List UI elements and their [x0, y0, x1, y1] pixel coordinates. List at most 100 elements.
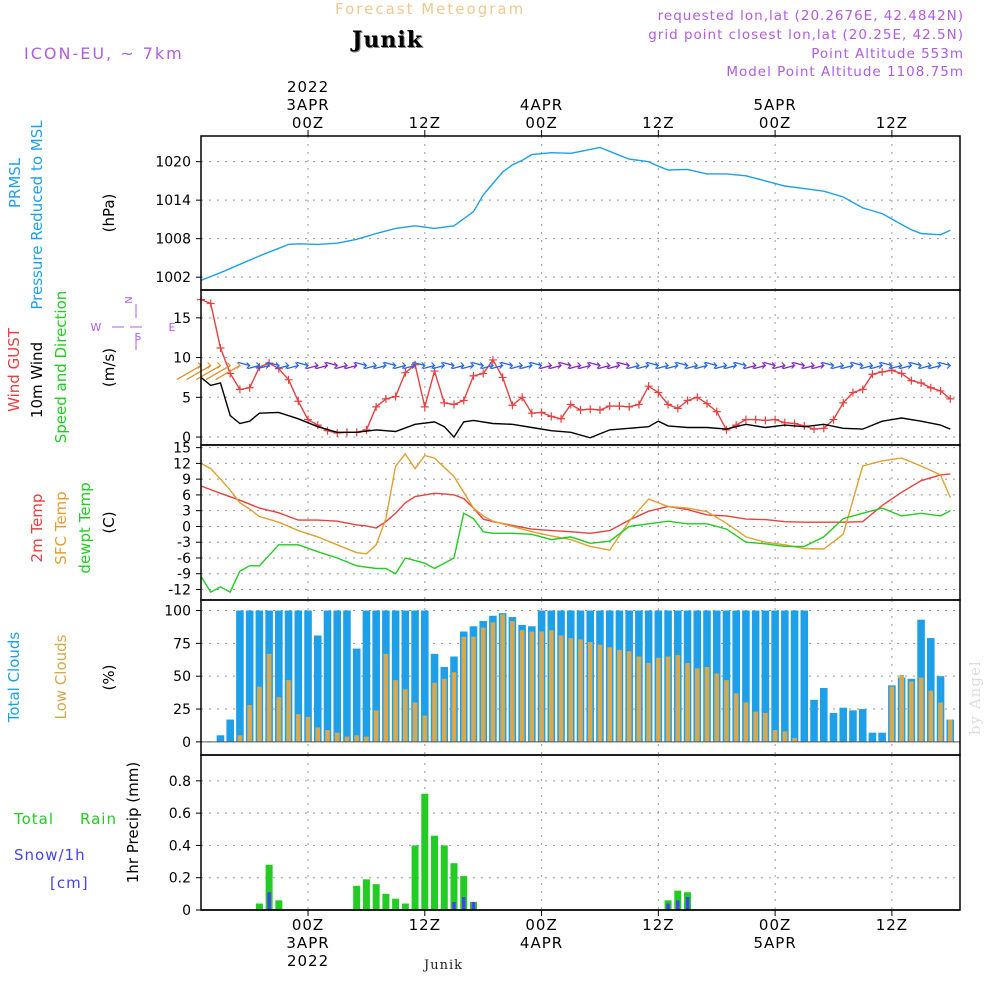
wind-barb — [559, 361, 571, 367]
wind-barb — [471, 361, 484, 367]
wind-barb-head — [479, 362, 485, 369]
low-cloud-bar — [354, 735, 359, 742]
low-cloud-bar — [947, 719, 953, 742]
wind-barb — [743, 364, 756, 370]
wind-barb — [267, 361, 280, 367]
rain-bar — [401, 903, 409, 910]
side-label: Wind GUST — [5, 327, 23, 412]
gust-marker — [566, 400, 575, 409]
gust-marker — [586, 405, 595, 414]
y-tick-label: 0.2 — [169, 871, 191, 887]
gust-marker — [868, 370, 877, 379]
wind-barb — [724, 364, 737, 370]
gust-marker — [829, 415, 838, 424]
top-time-label: 12Z — [409, 114, 441, 132]
rain-bar — [431, 835, 439, 910]
wind-barb — [909, 361, 922, 367]
wind-barb — [656, 364, 669, 370]
low-cloud-bar — [899, 674, 904, 742]
y-tick-label: -9 — [177, 567, 191, 583]
wind-barb-head — [849, 362, 854, 369]
wind-barb-head — [771, 362, 776, 369]
wind-barb-head — [927, 362, 932, 369]
low-cloud-bar — [646, 663, 651, 742]
wind-barb — [186, 364, 212, 381]
total-cloud-bar — [362, 610, 371, 742]
wind-barb — [539, 364, 552, 370]
y-tick-label: 0 — [182, 903, 191, 919]
snow-bar — [461, 897, 466, 910]
total-cloud-bar — [343, 610, 351, 742]
wind-barb — [812, 364, 824, 370]
panel-clouds: 0 25 50 75 100 Total Clouds Low Clouds (%) — [5, 599, 961, 756]
top-time-label: 00Z — [525, 114, 557, 132]
wind-barb-head — [820, 362, 825, 369]
top-time-label: 4APR — [520, 96, 563, 114]
total-cloud-bar — [751, 610, 760, 742]
low-cloud-bar — [412, 702, 418, 742]
rain-bar — [372, 884, 380, 910]
panel-frame — [200, 754, 961, 911]
unit-label: (hPa) — [100, 194, 118, 233]
wind-barb-head — [586, 362, 592, 369]
wind-barb-head — [538, 362, 543, 369]
top-time-label: 12Z — [642, 114, 674, 132]
wind-barb-head — [577, 362, 582, 369]
wind-barb — [451, 364, 464, 370]
wind-barb — [325, 361, 338, 367]
bottom-time-label: 12Z — [642, 916, 674, 934]
gust-marker — [372, 402, 381, 411]
wind-barb — [383, 361, 396, 367]
gust-marker — [741, 415, 750, 424]
rain-bar — [411, 845, 419, 910]
wind-barb-head — [470, 362, 475, 369]
gust-marker — [926, 383, 935, 392]
gust-marker — [751, 415, 760, 424]
total-cloud-bar — [411, 610, 419, 742]
low-cloud-bar — [918, 677, 924, 742]
wind-barb-head — [265, 362, 270, 369]
low-cloud-bar — [675, 655, 681, 742]
wind-barb — [675, 361, 688, 367]
low-cloud-bar — [549, 630, 554, 742]
low-cloud-bar — [539, 631, 544, 742]
wind-barb-head — [830, 362, 835, 369]
wind-barb — [529, 361, 542, 367]
wind-barb — [205, 364, 231, 381]
wind-barb — [627, 364, 640, 370]
gust-marker — [469, 371, 478, 380]
wind-barb — [364, 364, 377, 370]
wind-barb — [773, 364, 786, 370]
gust-marker — [557, 414, 566, 423]
snow-bar — [452, 901, 456, 910]
y-tick-label: 0 — [182, 519, 191, 535]
wind-barb — [403, 364, 416, 370]
gust-marker — [848, 388, 857, 397]
total-cloud-bar — [800, 610, 809, 742]
gust-marker — [440, 398, 449, 407]
wind-barb — [344, 364, 357, 370]
wind-barb — [393, 364, 406, 370]
y-tick-label: 0 — [182, 735, 191, 751]
series-line — [200, 376, 951, 439]
snow-bar — [471, 901, 476, 910]
low-cloud-bar — [315, 727, 321, 742]
total-cloud-bar — [858, 709, 867, 742]
requested-coords: requested lon,lat (20.2676E, 42.4842N) — [657, 8, 964, 24]
wind-barb-head — [800, 362, 806, 369]
panel-frame — [200, 135, 961, 291]
wind-barb — [880, 361, 893, 367]
forecast-title: Forecast Meteogram — [335, 0, 526, 18]
wind-barb — [335, 364, 348, 370]
precip-side-label: Snow/1h — [14, 846, 86, 864]
wind-barb-head — [907, 362, 913, 369]
wind-barb — [237, 361, 250, 367]
compass-north: N — [124, 296, 135, 303]
model-label: ICON-EU, ~ 7km — [24, 44, 184, 63]
wind-barb-head — [343, 362, 348, 369]
wind-barb — [928, 364, 941, 370]
wind-barb — [520, 364, 533, 370]
snow-bar — [267, 892, 271, 910]
